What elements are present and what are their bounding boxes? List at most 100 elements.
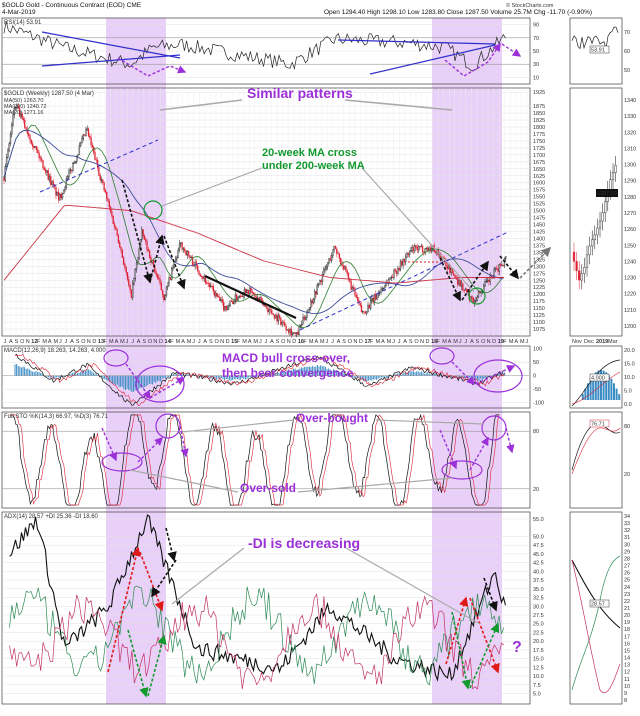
price-tick-label: 1250 bbox=[533, 278, 545, 284]
price-candle bbox=[21, 113, 23, 119]
macd-histogram-bar bbox=[352, 375, 354, 378]
price-candle bbox=[164, 294, 166, 301]
side-price-candle bbox=[591, 239, 594, 247]
oversold-pointer-1 bbox=[129, 469, 239, 493]
annotation-similar-patterns: Similar patterns bbox=[247, 85, 353, 101]
price-candle bbox=[380, 289, 382, 293]
price-candle bbox=[73, 162, 75, 164]
macd-histogram-bar bbox=[355, 375, 357, 377]
rsi-tick-label: 30 bbox=[533, 62, 539, 68]
price-candle bbox=[213, 290, 216, 297]
x-tick-label: N bbox=[420, 339, 424, 345]
macd-histogram-bar bbox=[158, 375, 160, 382]
macd-histogram-bar bbox=[17, 366, 19, 376]
side-adx-tick: 23 bbox=[624, 592, 630, 598]
macd-histogram-bar bbox=[404, 371, 406, 376]
side-price-tick: 1200 bbox=[624, 324, 636, 330]
macd-histogram-bar bbox=[372, 375, 374, 380]
macd-histogram-bar bbox=[499, 373, 501, 376]
side-adx-tick: 13 bbox=[624, 663, 630, 669]
macd-histogram-bar bbox=[464, 375, 466, 379]
macd-histogram-bar bbox=[212, 375, 214, 377]
side-price-tick: 1230 bbox=[624, 276, 636, 282]
x-tick-label: O bbox=[148, 339, 153, 345]
macd-histogram-bar bbox=[278, 373, 280, 376]
adx-legend: ADX(14) 28.57 +DI 25.36 -DI 18.60 bbox=[4, 514, 99, 520]
price-candle bbox=[302, 316, 304, 325]
price-candle bbox=[47, 170, 49, 180]
price-candle bbox=[132, 283, 134, 298]
sto-ellipse-3 bbox=[441, 460, 483, 480]
macd-histogram-bar bbox=[196, 375, 198, 377]
side-macd-bar bbox=[581, 394, 584, 400]
price-candle bbox=[376, 294, 378, 300]
price-candle bbox=[212, 285, 214, 292]
price-candle bbox=[345, 266, 347, 272]
macd-histogram-bar bbox=[284, 371, 286, 376]
price-candle bbox=[223, 301, 225, 311]
price-candle bbox=[363, 311, 365, 313]
price-candle bbox=[233, 301, 235, 305]
x-tick-label: A bbox=[115, 339, 119, 345]
price-candle bbox=[210, 285, 212, 287]
rsi-tick-label: 50 bbox=[533, 49, 539, 55]
x-tick-label: 19 bbox=[498, 339, 504, 345]
x-tick-label: N bbox=[220, 339, 224, 345]
price-candle bbox=[52, 181, 55, 186]
side-adx-line bbox=[571, 559, 621, 629]
price-candle bbox=[393, 269, 395, 278]
price-candle bbox=[263, 304, 265, 306]
price-candle bbox=[407, 253, 409, 255]
price-candle bbox=[286, 329, 289, 331]
price-candle bbox=[43, 167, 45, 170]
macd-histogram-bar bbox=[414, 372, 416, 376]
side-price-panel bbox=[569, 87, 623, 337]
macd-histogram-bar bbox=[435, 373, 437, 376]
annotation-oversold: Over-sold bbox=[240, 481, 296, 495]
adx-tick-label: 35.0 bbox=[533, 587, 544, 593]
side-macd-signal bbox=[571, 371, 621, 405]
price-candle bbox=[477, 291, 480, 298]
price-tick-label: 1400 bbox=[533, 236, 545, 242]
macd-histogram-bar bbox=[92, 372, 94, 376]
price-candle bbox=[499, 264, 502, 266]
macd-histogram-bar bbox=[216, 375, 218, 380]
side-price-candle bbox=[601, 212, 604, 222]
rsi-trend-3 bbox=[337, 39, 496, 45]
oversold-pointer-2 bbox=[297, 477, 453, 493]
price-candle bbox=[429, 247, 432, 252]
price-candle bbox=[197, 265, 199, 271]
adx-tick-label: 7.5 bbox=[533, 683, 541, 689]
macd-legend: MACD(12,26,9) 18.263, 14.263, 4.000 bbox=[4, 348, 106, 354]
macd-histogram-bar bbox=[241, 375, 243, 379]
side-macd-bar bbox=[607, 375, 610, 400]
macd-histogram-bar bbox=[452, 375, 454, 377]
rsi-arrow-3 bbox=[501, 43, 522, 57]
macd-histogram-bar bbox=[323, 366, 325, 376]
macd-histogram-bar bbox=[353, 375, 355, 378]
x-tick-label: J bbox=[459, 339, 462, 345]
macd-histogram-bar bbox=[440, 374, 442, 376]
sto-d-line bbox=[9, 413, 500, 506]
annotation-overbought: Over-bought bbox=[296, 411, 368, 425]
macd-histogram-bar bbox=[227, 375, 229, 380]
price-candle bbox=[398, 268, 400, 271]
side-sto-panel bbox=[569, 411, 623, 509]
price-candle bbox=[423, 251, 425, 253]
price-candle bbox=[25, 127, 27, 130]
macd-histogram-bar bbox=[281, 370, 283, 376]
macd-histogram-bar bbox=[142, 375, 144, 388]
x-tick-label: N bbox=[487, 339, 491, 345]
price-candle bbox=[108, 200, 110, 207]
side-macd-bar bbox=[602, 370, 605, 400]
side-adx-tick: 21 bbox=[624, 606, 630, 612]
price-candle bbox=[321, 274, 324, 282]
series-layer bbox=[2, 21, 621, 693]
macd-histogram-bar bbox=[147, 375, 149, 385]
price-tick-label: 1600 bbox=[533, 181, 545, 187]
macd-histogram-bar bbox=[160, 375, 162, 382]
rsi-legend: RSI(14) 53.91 bbox=[4, 20, 42, 26]
price-candle bbox=[64, 187, 66, 191]
price-candle bbox=[315, 291, 317, 295]
macd-histogram-bar bbox=[497, 374, 499, 376]
